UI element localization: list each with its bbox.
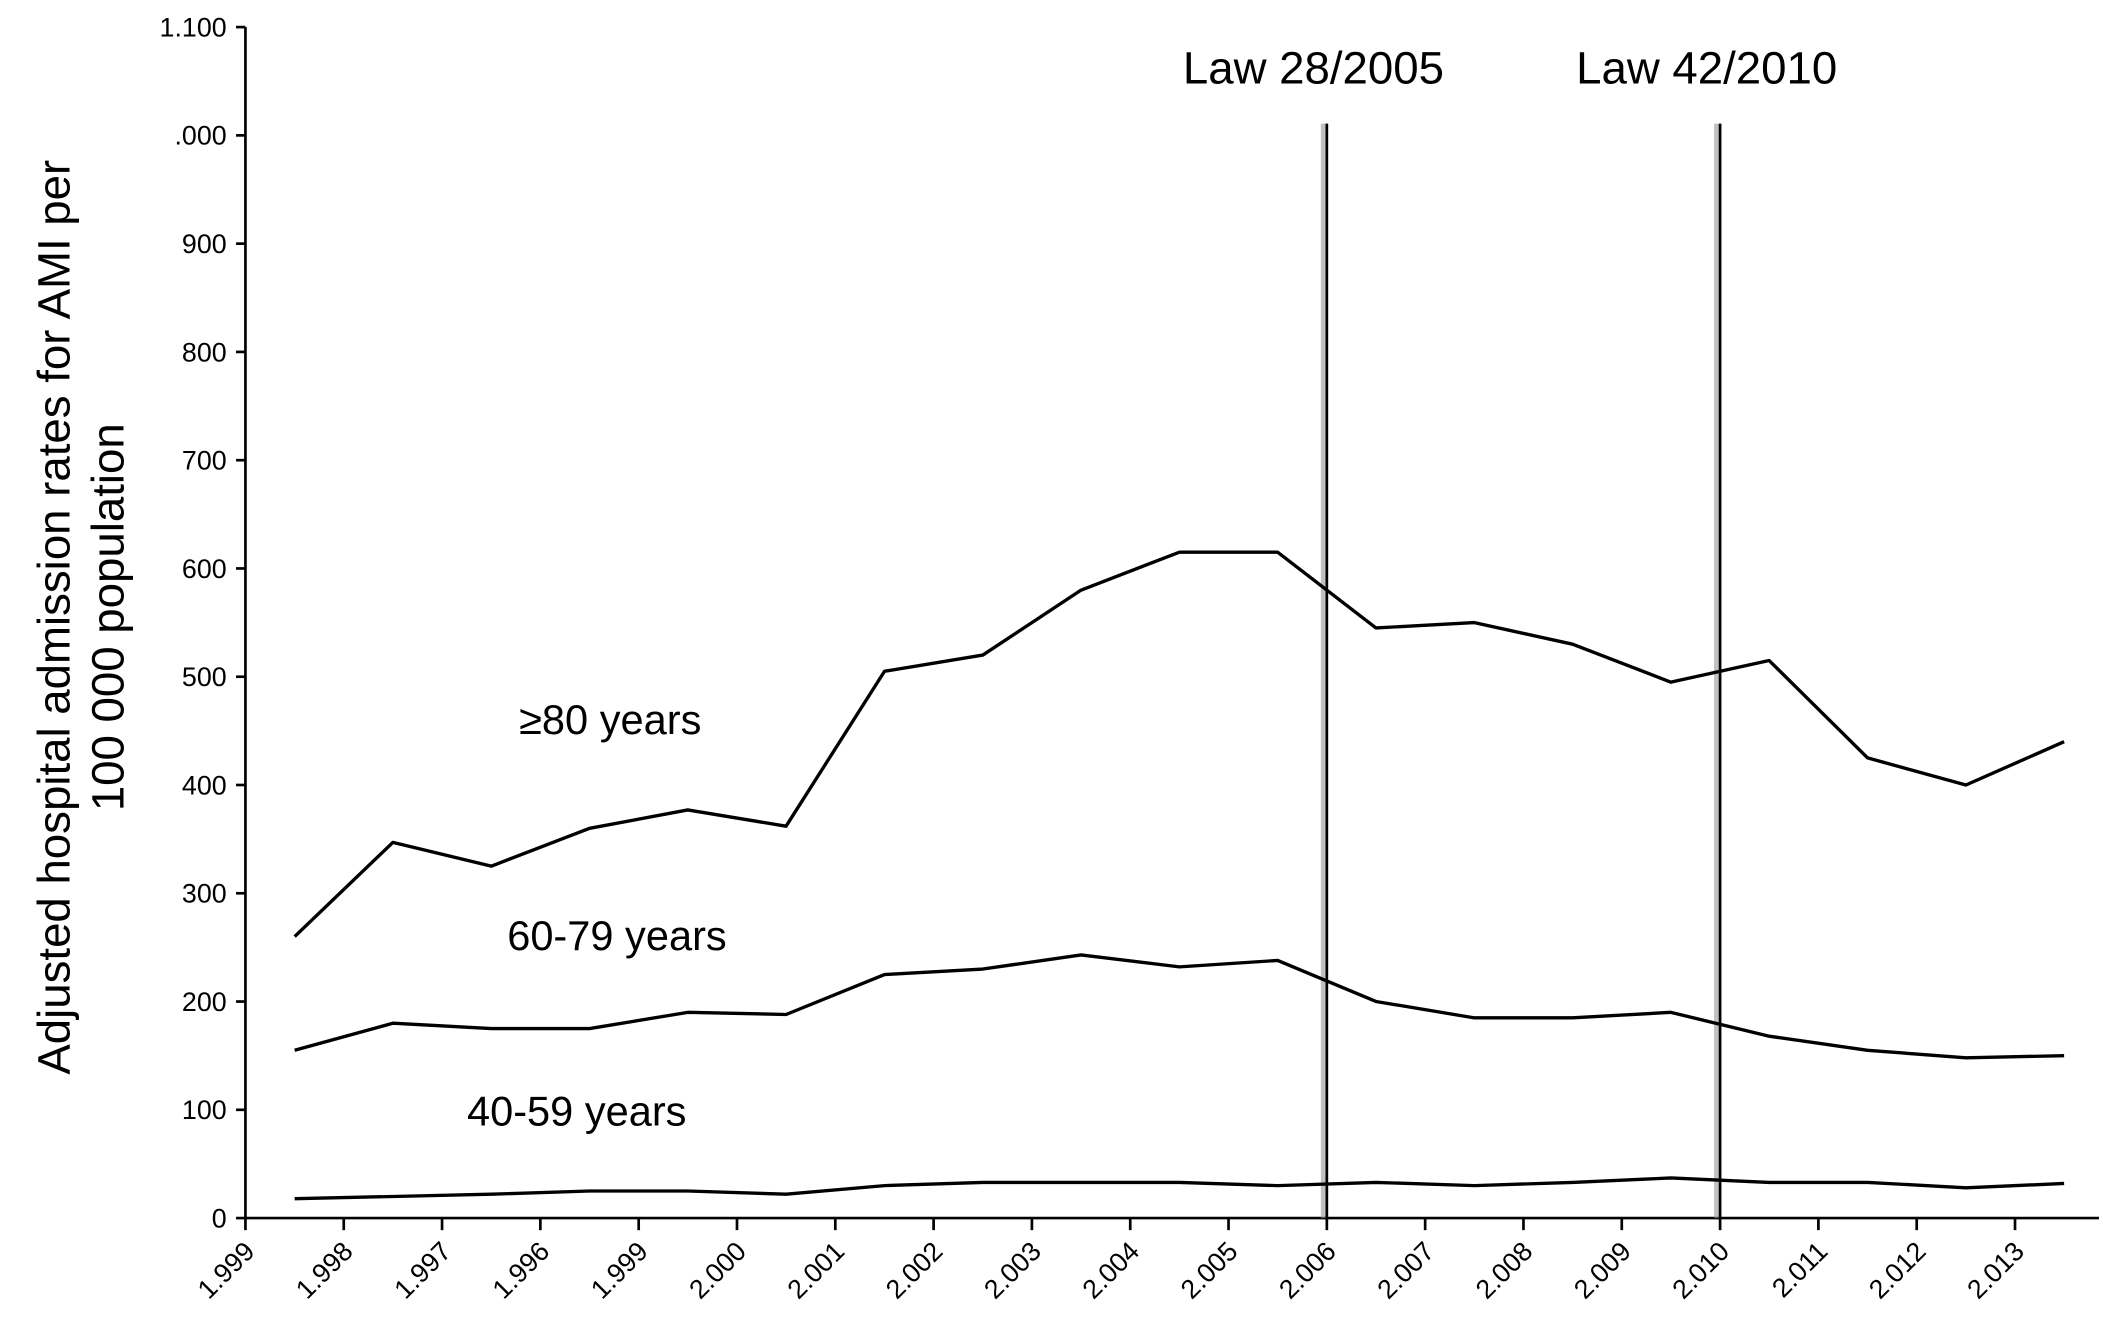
x-tick-label: 1.998 [290,1236,359,1305]
series-line [293,550,2065,938]
y-tick-label: .000 [174,121,226,151]
x-tick-label: 2.005 [1175,1236,1244,1305]
x-tick-label: 1.999 [585,1236,654,1305]
x-tick-label: 2.010 [1666,1236,1735,1305]
x-tick-label: 1.999 [192,1236,261,1305]
annotation-label: Law 28/2005 [1183,42,1444,93]
series-line [294,1176,2065,1201]
x-tick-label: 2.007 [1371,1236,1440,1305]
y-tick-label: 900 [182,229,227,259]
x-tick-label: 2.013 [1961,1236,2030,1305]
y-axis-title-line: 100 000 population [82,423,133,811]
y-tick-label: 1.100 [160,12,227,42]
y-axis-title-line: Adjusted hospital admission rates for AM… [29,160,80,1075]
y-tick-label: 300 [182,879,227,909]
x-tick-label: 2.008 [1470,1236,1539,1305]
x-tick-label: 2.002 [880,1236,949,1305]
y-tick-label: 800 [182,337,227,367]
x-tick-label: 2.000 [683,1236,752,1305]
x-tick-label: 2.003 [978,1236,1047,1305]
x-tick-label: 2.011 [1766,1236,1833,1303]
y-tick-label: 500 [182,662,227,692]
series-label: 40-59 years [467,1088,686,1135]
x-tick-label: 2.009 [1568,1236,1637,1305]
y-tick-label: 600 [182,554,227,584]
series-label: ≥80 years [519,696,701,743]
y-tick-label: 100 [182,1095,227,1125]
annotation-label: Law 42/2010 [1576,42,1837,93]
y-tick-label: 0 [212,1203,227,1233]
y-axis-title: Adjusted hospital admission rates for AM… [29,160,134,1075]
x-tick-label: 2.006 [1273,1236,1342,1305]
y-tick-label: 200 [182,987,227,1017]
x-tick-label: 2.012 [1863,1236,1932,1305]
series-line [294,953,2065,1060]
series-label: 60-79 years [507,912,726,959]
x-tick-label: 1.996 [487,1236,556,1305]
x-tick-label: 1.997 [388,1236,457,1305]
x-tick-label: 2.001 [782,1236,851,1305]
y-tick-label: 400 [182,770,227,800]
y-tick-label: 700 [182,446,227,476]
x-tick-label: 2.004 [1077,1236,1146,1305]
